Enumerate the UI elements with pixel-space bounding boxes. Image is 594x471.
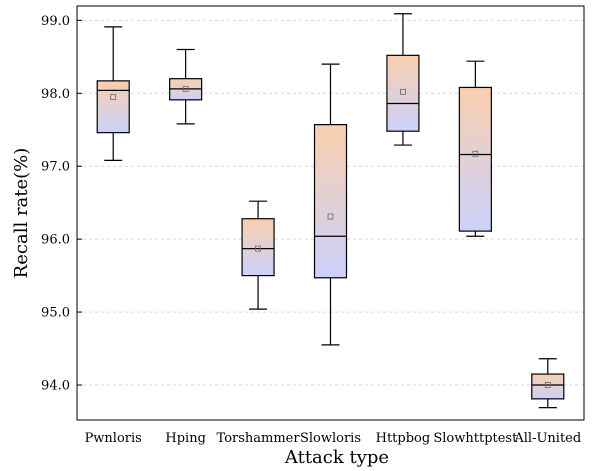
mean-marker bbox=[182, 85, 189, 92]
box-httpbog bbox=[386, 13, 420, 146]
iqr-box bbox=[96, 80, 130, 134]
mean-marker bbox=[255, 245, 261, 252]
box-all-united bbox=[531, 358, 565, 409]
x-tick-label: Httpbog bbox=[376, 431, 431, 446]
x-tick-label: All-United bbox=[513, 431, 581, 446]
iqr-box bbox=[458, 86, 492, 232]
y-tick-label: 99.0 bbox=[41, 14, 70, 29]
box-slowloris bbox=[313, 63, 348, 346]
x-tick-label: Torshammer bbox=[217, 431, 301, 446]
y-tick-label: 94.0 bbox=[41, 378, 70, 393]
x-tick-label: Slowhttptest bbox=[433, 431, 518, 446]
box-hping bbox=[169, 48, 203, 125]
mean-marker bbox=[472, 150, 479, 157]
box-torshammer bbox=[241, 200, 275, 310]
y-tick-label: 95.0 bbox=[41, 306, 70, 321]
mean-marker bbox=[400, 88, 406, 95]
x-tick-label: Pwnloris bbox=[85, 431, 142, 446]
plot-frame bbox=[76, 5, 585, 421]
y-tick-label: 98.0 bbox=[41, 87, 70, 102]
x-tick-label: Hping bbox=[165, 431, 206, 446]
mean-marker bbox=[327, 213, 334, 220]
y-axis-title: Recall rate(%) bbox=[11, 148, 32, 279]
x-tick-label: Slowloris bbox=[300, 431, 361, 446]
mean-marker bbox=[544, 382, 551, 388]
iqr-box bbox=[531, 373, 565, 400]
box-pwnloris bbox=[96, 26, 130, 161]
mean-marker bbox=[110, 94, 117, 100]
box-series bbox=[96, 13, 565, 409]
iqr-box bbox=[313, 124, 348, 279]
iqr-box bbox=[386, 54, 420, 132]
y-tick-label: 96.0 bbox=[41, 233, 70, 248]
y-tick-label: 97.0 bbox=[41, 160, 70, 175]
axis-ticks: 94.0 95.0 96.0 97.0 98.0 99.0 Pwnloris Hping Tor… bbox=[41, 14, 581, 446]
iqr-box bbox=[241, 218, 275, 277]
box-slowhttptest bbox=[458, 60, 492, 237]
x-axis-title: Attack type bbox=[284, 447, 389, 468]
